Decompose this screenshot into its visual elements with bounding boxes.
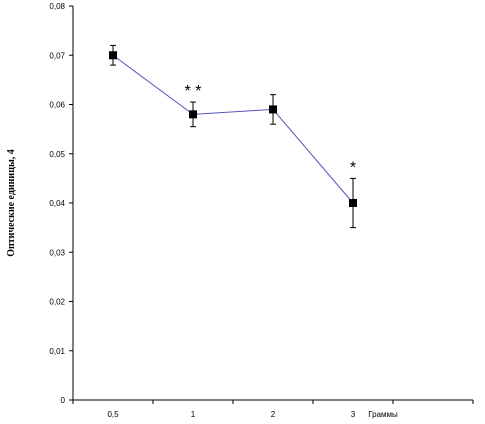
annotation-layer: * * *: [185, 83, 357, 176]
x-tick-label: 3: [351, 410, 356, 419]
y-tick-label: 0,01: [49, 347, 65, 356]
x-tick-label: 1: [191, 410, 196, 419]
x-axis-title: Граммы: [368, 410, 398, 419]
y-axis-title: Оптические единицы, 4: [6, 149, 17, 257]
y-tick-label: 0,03: [49, 248, 65, 257]
y-tick-label: 0,02: [49, 298, 65, 307]
data-point: [189, 110, 197, 119]
data-point: [349, 199, 357, 207]
x-ticks: 0,5 1 2 3 Граммы: [72, 400, 474, 419]
data-point: [269, 105, 277, 114]
y-tick-label: 0: [61, 396, 66, 405]
y-tick-label: 0,05: [49, 150, 65, 159]
x-tick-label: 0,5: [107, 410, 119, 419]
data-point: [109, 51, 117, 60]
y-tick-label: 0,07: [49, 51, 65, 60]
y-tick-label: 0,08: [49, 2, 65, 11]
series-line: [112, 54, 354, 204]
series-layer: [109, 44, 357, 229]
y-tick-label: 0,06: [49, 101, 65, 110]
y-ticks: 0 0,01 0,02 0,03 0,04 0,05 0,06 0,07 0,08: [49, 2, 73, 405]
significance-annotation: *: [350, 159, 356, 176]
x-tick-label: 2: [271, 410, 276, 419]
significance-annotation: * *: [185, 83, 202, 100]
y-tick-label: 0,04: [49, 199, 65, 208]
